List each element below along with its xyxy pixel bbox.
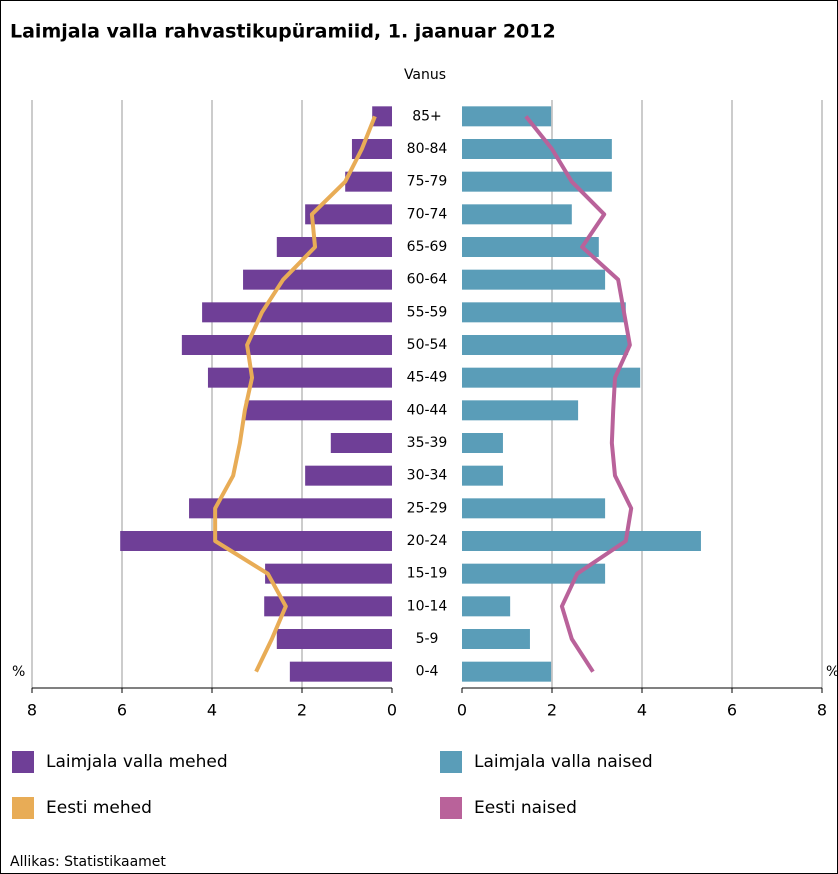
- category-axis-title: Vanus: [404, 67, 446, 83]
- category-label: 30-34: [407, 468, 448, 484]
- x-tick-label: 4: [207, 701, 217, 720]
- bar: [462, 465, 503, 486]
- bar: [462, 269, 606, 290]
- category-label: 75-79: [407, 174, 448, 190]
- bar: [330, 433, 392, 453]
- category-label: 25-29: [407, 500, 448, 516]
- category-label: 60-64: [407, 272, 448, 288]
- category-label: 15-19: [407, 566, 448, 582]
- x-tick-label: 4: [637, 701, 647, 720]
- category-label: 85+: [412, 108, 442, 124]
- legend-swatch: [12, 751, 34, 773]
- bar: [462, 563, 606, 584]
- bar: [276, 629, 392, 649]
- bar: [264, 596, 392, 617]
- bar: [305, 465, 392, 486]
- category-label: 65-69: [407, 239, 448, 255]
- legend-label: Laimjala valla naised: [474, 752, 653, 772]
- legend-label: Eesti naised: [474, 798, 577, 818]
- bar: [462, 498, 606, 519]
- legend-label: Laimjala valla mehed: [46, 752, 228, 772]
- bar: [181, 335, 392, 355]
- bar: [462, 629, 530, 649]
- bar: [244, 400, 392, 421]
- x-tick-label: 2: [297, 701, 307, 720]
- line: [524, 115, 634, 673]
- bar: [120, 531, 392, 551]
- bar: [462, 302, 626, 323]
- x-tick-label: 6: [117, 701, 127, 720]
- x-unit-left: %: [12, 664, 25, 680]
- legend-swatch: [440, 751, 462, 773]
- bar: [462, 400, 579, 421]
- bar: [305, 204, 392, 225]
- category-label: 55-59: [407, 304, 448, 320]
- bar: [462, 237, 599, 257]
- category-label: 0-4: [416, 664, 439, 680]
- x-tick-label: 6: [727, 701, 737, 720]
- x-tick-label: 0: [387, 701, 397, 720]
- category-label: 10-14: [407, 598, 448, 614]
- bar: [462, 106, 552, 127]
- bar: [189, 498, 392, 519]
- chart-title: Laimjala valla rahvastikupüramiid, 1. ja…: [10, 21, 556, 43]
- bar: [289, 661, 392, 682]
- bar: [462, 531, 701, 551]
- category-label: 50-54: [407, 337, 448, 353]
- x-tick-label: 8: [27, 701, 37, 720]
- source: Allikas: Statistikaamet: [10, 854, 166, 870]
- bar: [462, 171, 612, 192]
- legend-swatch: [440, 797, 462, 819]
- bar: [265, 563, 392, 584]
- bar: [462, 433, 503, 453]
- bar: [372, 106, 392, 127]
- bar: [462, 596, 511, 617]
- category-label: 20-24: [407, 533, 448, 549]
- bar: [207, 367, 392, 388]
- bar: [345, 171, 392, 192]
- x-tick-label: 2: [547, 701, 557, 720]
- category-label: 80-84: [407, 141, 448, 157]
- legend-swatch: [12, 797, 34, 819]
- bar: [202, 302, 392, 323]
- category-label: 45-49: [407, 370, 448, 386]
- bar: [462, 661, 552, 682]
- bar: [243, 269, 392, 290]
- bar: [462, 139, 612, 159]
- bar: [462, 367, 641, 388]
- category-label: 35-39: [407, 435, 448, 451]
- category-label: 70-74: [407, 206, 448, 222]
- x-tick-label: 8: [817, 701, 827, 720]
- x-tick-label: 0: [457, 701, 467, 720]
- category-label: 40-44: [407, 402, 448, 418]
- category-label: 5-9: [416, 631, 439, 647]
- legend-label: Eesti mehed: [46, 798, 152, 818]
- bar: [462, 204, 572, 225]
- x-unit-right: %: [826, 664, 838, 680]
- bar: [462, 335, 629, 355]
- bar: [276, 237, 392, 257]
- line: [213, 115, 377, 673]
